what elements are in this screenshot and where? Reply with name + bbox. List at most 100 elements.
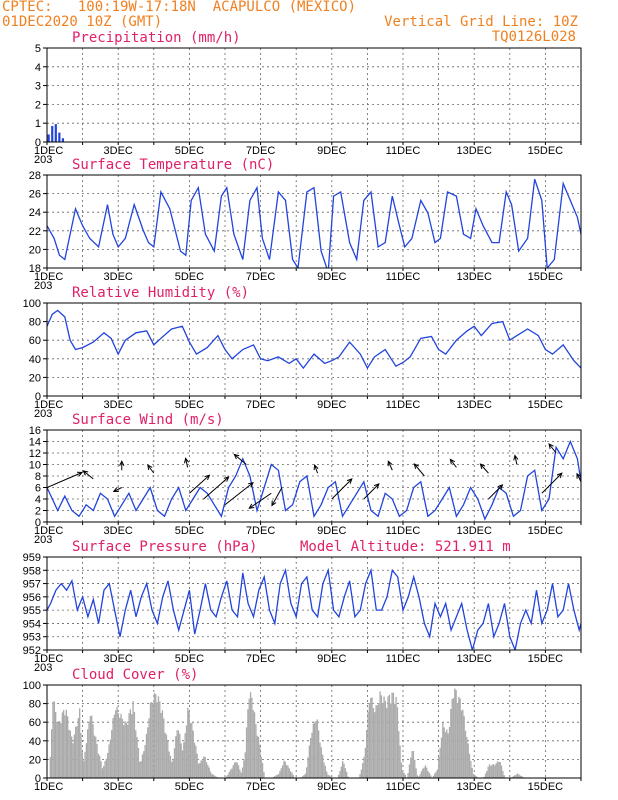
cloud-bar [157, 696, 160, 778]
cloud-bar [500, 765, 503, 778]
cloud-bar [148, 718, 150, 778]
cloud-bar [400, 762, 403, 778]
cloud-bar [97, 753, 100, 778]
cloud-bar [121, 718, 124, 778]
cloud-bar [371, 697, 373, 778]
wind-arrow [189, 474, 211, 494]
wind-arrow [112, 487, 122, 493]
cloud-bar [128, 713, 130, 778]
cloud-bar [69, 730, 71, 778]
cloud-bar [388, 694, 391, 778]
cloud-bar [284, 761, 286, 778]
wind-arrow [387, 460, 393, 471]
cloud-bar [491, 764, 493, 778]
cloud-bar [185, 725, 188, 778]
cloud-bar [322, 754, 324, 778]
cloud-bar [204, 757, 206, 778]
cloud-bar [240, 772, 242, 778]
cloud-bar [464, 730, 467, 778]
cloud-bar [395, 696, 397, 778]
press-series [47, 567, 581, 650]
rh-title: Relative Humidity (%) [72, 285, 249, 301]
temp-series [47, 178, 581, 268]
wind-arrow [331, 478, 353, 500]
cloud-bar [339, 770, 341, 778]
cloud-bar [140, 761, 142, 778]
cloud-bar [466, 737, 468, 778]
cloud-bar [376, 705, 379, 778]
x-year-label: 203 [34, 534, 52, 546]
x-tick-label: 3DEC [104, 399, 133, 411]
x-tick-label: 7DEC [246, 271, 275, 283]
cloud-bar [366, 729, 368, 778]
cloud-bar [53, 701, 55, 778]
y-tick-label: 2 [35, 99, 41, 111]
x-tick-label: 9DEC [317, 145, 346, 157]
x-year-label: 203 [34, 662, 52, 674]
y-tick-label: 60 [29, 717, 41, 729]
temp-line [47, 178, 581, 268]
cloud-bar [203, 756, 205, 778]
x-tick-label: 15DEC [528, 271, 564, 283]
y-tick-label: 956 [23, 592, 41, 604]
cloud-bar [323, 762, 325, 778]
cloud-bar [129, 709, 132, 778]
cloud-bar [419, 774, 421, 778]
x-tick-label: 13DEC [456, 399, 492, 411]
cloud-bar [100, 761, 102, 778]
cloud-bar [136, 737, 138, 778]
cloud-bar [436, 769, 439, 778]
cloud-bar [231, 768, 233, 778]
cloud-bar [252, 710, 254, 778]
y-tick-label: 100 [23, 680, 41, 692]
cloud-bar [454, 688, 456, 778]
precip-bar [51, 126, 54, 142]
cloud-bar [443, 727, 445, 778]
x-tick-label: 15DEC [528, 145, 564, 157]
cloud-bar [191, 722, 193, 778]
cloud-bar [63, 710, 65, 778]
x-tick-label: 1DEC [34, 145, 63, 157]
cloud-bar [308, 745, 310, 778]
cloud-bar [189, 723, 192, 778]
y-tick-label: 955 [23, 605, 41, 617]
cloud-bar [379, 691, 381, 778]
y-tick-label: 2 [35, 506, 41, 518]
x-tick-label: 11DEC [386, 399, 421, 411]
cloud-bar [188, 710, 190, 778]
cloud-bar [396, 707, 399, 778]
precip-bar [47, 134, 50, 142]
y-tick-label: 80 [29, 699, 41, 711]
cloud-bar [201, 760, 204, 778]
cloud-bar [495, 763, 497, 778]
wind-arrow [413, 463, 425, 477]
cloud-bar [61, 712, 63, 778]
cloud-bar [115, 710, 117, 778]
precip-series [47, 124, 65, 142]
cloud-bar [143, 751, 145, 778]
cloud-bar [502, 770, 504, 778]
cloud-bar [383, 696, 385, 778]
cloud-bar [487, 766, 489, 778]
cloud-bar [253, 712, 256, 778]
cloud-bar [160, 712, 162, 778]
cloud-bar [104, 761, 106, 778]
cloud-bar [386, 708, 388, 778]
cloud-bar [241, 767, 244, 778]
cloud-bar [432, 775, 435, 778]
cloud-bar [442, 722, 444, 778]
cloud-bar [237, 765, 240, 778]
y-tick-label: 4 [35, 494, 41, 506]
header-grid-line: Vertical Grid Line: 10Z [384, 14, 578, 30]
cloud-bar [414, 759, 416, 778]
cloud-bar [144, 745, 146, 778]
y-tick-label: 26 [29, 189, 41, 201]
cloud-bar [424, 765, 427, 778]
cloud-bar [467, 743, 469, 778]
x-tick-label: 15DEC [528, 781, 564, 793]
cloud-bar [60, 723, 62, 778]
cloud-bar [172, 759, 174, 778]
cloud-bar [155, 694, 157, 778]
cloud-bar [277, 773, 280, 778]
cloud-bar [87, 729, 89, 778]
